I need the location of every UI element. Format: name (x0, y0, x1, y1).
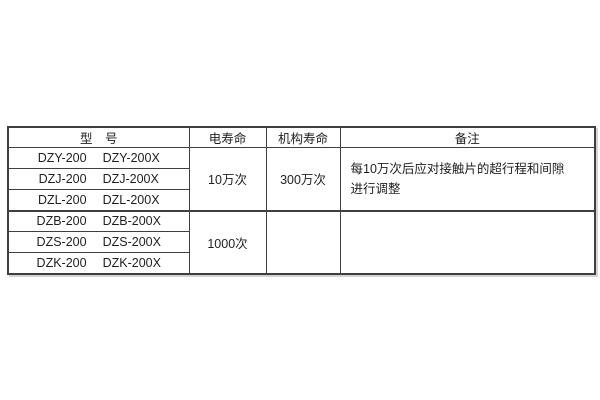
model-cell: DZS-200 DZS-200X (7, 231, 190, 253)
table-row: DZB-200 DZB-200X 1000次 (7, 209, 596, 274)
model-code: DZL-200X (102, 192, 160, 207)
remark-text: 进行调整 (350, 181, 401, 196)
table-row: DZK-200 DZK-200X (7, 252, 595, 274)
model-code: DZJ-200X (102, 172, 159, 186)
model-cell: DZL-200 DZL-200X (7, 189, 190, 211)
model-code: DZJ-200 (38, 172, 87, 186)
model-cell: DZY-200 DZY-200X (7, 147, 190, 169)
model-cell: DZB-200 DZB-200X (7, 209, 190, 232)
model-cell: DZK-200 DZK-200X (7, 252, 190, 274)
model-code: DZS-200 (36, 235, 87, 249)
header-model: 型 号 (7, 126, 190, 148)
header-remarks: 备注 (339, 126, 596, 148)
model-code: DZK-200 (36, 255, 87, 270)
table-row: DZY-200 DZY-200X 10万次 300万次 每10万次后应对接触片的… (7, 147, 596, 211)
remark-text: 每10万次后应对接触片的超行程和间隙 (350, 161, 565, 176)
model-code: DZB-200X (102, 214, 161, 229)
remark-cell: 每10万次后应对接触片的超行程和间隙 进行调整 (339, 147, 596, 211)
electrical-life-cell: 1000次 (188, 209, 267, 274)
header-electrical-life: 电寿命 (188, 126, 267, 148)
mechanical-life-cell (265, 209, 341, 274)
table-row: DZJ-200 DZJ-200X (7, 168, 595, 190)
remark-cell (339, 209, 596, 274)
model-code: DZK-200X (102, 255, 161, 270)
model-code: DZS-200X (102, 235, 161, 249)
model-code: DZB-200 (36, 214, 87, 229)
table-row: DZL-200 DZL-200X (7, 189, 595, 211)
mechanical-life-cell: 300万次 (265, 147, 341, 211)
relay-life-spec-table: 型 号 电寿命 机构寿命 备注 DZY-200 DZY-200X 10万次 30… (7, 126, 596, 275)
model-code: DZY-200X (102, 151, 160, 165)
model-code: DZL-200 (37, 192, 87, 207)
electrical-life-cell: 10万次 (188, 147, 267, 211)
model-cell: DZJ-200 DZJ-200X (7, 168, 190, 190)
model-code: DZY-200 (37, 151, 87, 165)
header-mechanical-life: 机构寿命 (265, 126, 341, 148)
table-header-row: 型 号 电寿命 机构寿命 备注 (7, 126, 596, 148)
